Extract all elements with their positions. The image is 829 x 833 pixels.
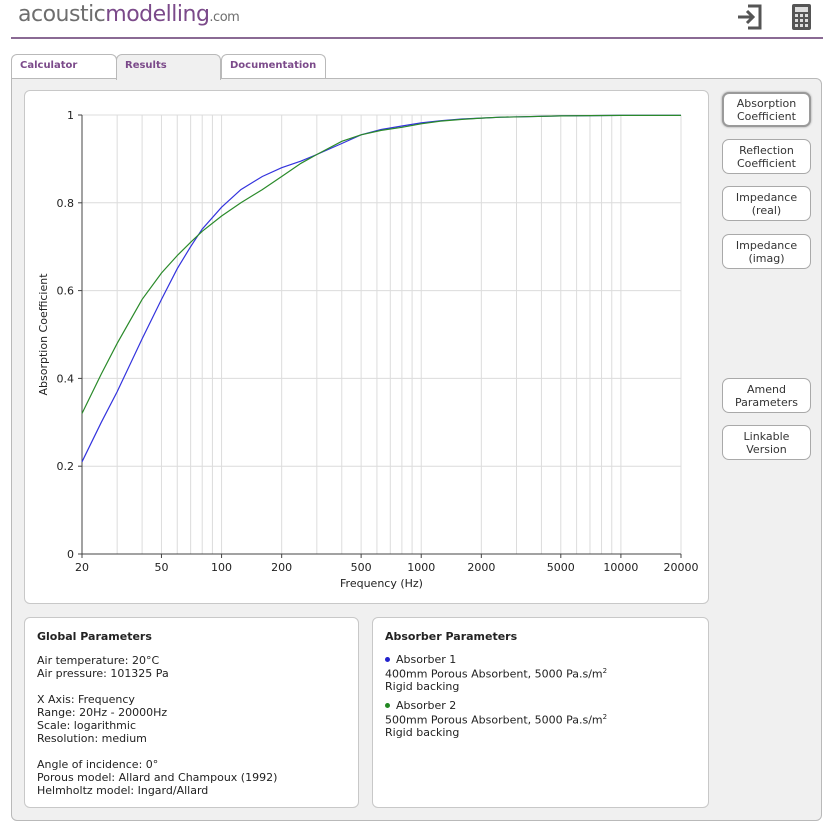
logo-part-com: .com bbox=[209, 10, 240, 25]
series-line-1 bbox=[81, 114, 681, 463]
tab-calculator[interactable]: Calculator bbox=[11, 54, 117, 79]
absorption-chart: 0 0.2 0.4 0.6 0.8 1 20 50 100 200 500 1000 2000 5000 1… bbox=[37, 109, 699, 590]
x-tick-label: 50 bbox=[154, 561, 168, 574]
absorber-1-desc: 400mm Porous Absorbent, 5000 Pa.s/m2 bbox=[385, 667, 607, 681]
global-parameters-title: Global Parameters bbox=[37, 630, 152, 643]
param-x-axis: X Axis: Frequency bbox=[37, 693, 135, 706]
param-air-pressure: Air pressure: 101325 Pa bbox=[37, 667, 169, 680]
y-tick-label: 0.6 bbox=[57, 285, 75, 298]
param-scale: Scale: logarithmic bbox=[37, 719, 136, 732]
absorber-1-label: Absorber 1 bbox=[396, 653, 457, 666]
x-tick-label: 500 bbox=[351, 561, 372, 574]
x-tick-label: 2000 bbox=[467, 561, 495, 574]
absorber-1-backing: Rigid backing bbox=[385, 680, 460, 693]
absorber-2-desc-text: 500mm Porous Absorbent, 5000 Pa.s/m bbox=[385, 713, 603, 727]
absorber-2-desc: 500mm Porous Absorbent, 5000 Pa.s/m2 bbox=[385, 713, 607, 727]
login-icon[interactable] bbox=[736, 3, 764, 31]
y-axis-label: Absorption Coefficient bbox=[37, 273, 50, 396]
x-axis-label: Frequency (Hz) bbox=[340, 577, 423, 590]
impedance-real-button[interactable]: Impedance (real) bbox=[722, 186, 811, 221]
y-tick-label: 1 bbox=[67, 109, 74, 122]
x-tick-label: 10000 bbox=[603, 561, 638, 574]
absorber-1-desc-text: 400mm Porous Absorbent, 5000 Pa.s/m bbox=[385, 667, 603, 681]
tab-results[interactable]: Results bbox=[116, 54, 221, 80]
x-tick-label: 20000 bbox=[664, 561, 699, 574]
site-logo[interactable]: acousticmodelling.com bbox=[18, 2, 240, 27]
absorber-1-desc-sup: 2 bbox=[602, 667, 608, 675]
param-resolution: Resolution: medium bbox=[37, 732, 147, 745]
x-tick-label: 5000 bbox=[547, 561, 575, 574]
absorber-parameters-title: Absorber Parameters bbox=[385, 630, 518, 643]
param-range: Range: 20Hz - 20000Hz bbox=[37, 706, 168, 719]
logo-part-acoustic: acoustic bbox=[18, 2, 106, 27]
absorber-1-name: Absorber 1 bbox=[385, 653, 456, 666]
y-tick-label: 0.4 bbox=[57, 372, 75, 385]
absorber-2-backing: Rigid backing bbox=[385, 726, 460, 739]
tab-documentation[interactable]: Documentation bbox=[221, 54, 326, 79]
absorber-1-dot bbox=[385, 656, 390, 662]
x-tick-label: 1000 bbox=[407, 561, 435, 574]
global-parameters-box: Global Parameters Air temperature: 20°C … bbox=[24, 617, 359, 808]
y-tick-label: 0.2 bbox=[57, 460, 75, 473]
param-air-temperature: Air temperature: 20°C bbox=[37, 654, 160, 667]
linkable-version-button[interactable]: Linkable Version bbox=[722, 425, 811, 460]
calculator-icon[interactable] bbox=[788, 3, 816, 31]
y-tick-label: 0.8 bbox=[57, 197, 75, 210]
absorber-parameters-box: Absorber Parameters Absorber 1 400mm Por… bbox=[372, 617, 709, 808]
series-line-2 bbox=[81, 114, 681, 414]
absorption-coefficient-button[interactable]: Absorption Coefficient bbox=[722, 92, 811, 127]
y-tick-label: 0 bbox=[67, 548, 74, 561]
param-helmholtz-model: Helmholtz model: Ingard/Allard bbox=[37, 784, 209, 797]
absorber-2-dot bbox=[385, 702, 390, 708]
x-tick-label: 100 bbox=[211, 561, 232, 574]
absorber-2-desc-sup: 2 bbox=[602, 713, 608, 721]
param-angle-of-incidence: Angle of incidence: 0° bbox=[37, 758, 159, 771]
chart-container: 0 0.2 0.4 0.6 0.8 1 20 50 100 200 500 1000 2000 5000 1… bbox=[24, 90, 709, 604]
header-divider bbox=[11, 37, 823, 39]
impedance-imag-button[interactable]: Impedance (imag) bbox=[722, 234, 811, 269]
x-tick-label: 200 bbox=[271, 561, 292, 574]
amend-parameters-button[interactable]: Amend Parameters bbox=[722, 378, 811, 413]
logo-part-modelling: modelling bbox=[105, 2, 210, 27]
reflection-coefficient-button[interactable]: Reflection Coefficient bbox=[722, 139, 811, 174]
absorber-2-label: Absorber 2 bbox=[396, 699, 457, 712]
x-tick-label: 20 bbox=[75, 561, 89, 574]
absorber-2-name: Absorber 2 bbox=[385, 699, 456, 712]
param-porous-model: Porous model: Allard and Champoux (1992) bbox=[37, 771, 278, 784]
